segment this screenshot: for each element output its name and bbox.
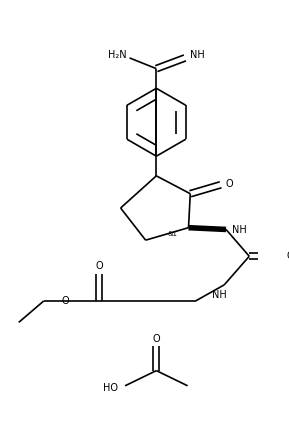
Text: &1: &1 <box>167 230 177 237</box>
Text: NH: NH <box>190 50 205 60</box>
Text: NH: NH <box>212 289 226 299</box>
Text: NH: NH <box>232 224 247 234</box>
Text: H₂N: H₂N <box>108 50 126 60</box>
Text: O: O <box>153 334 160 344</box>
Text: HO: HO <box>103 382 118 392</box>
Text: O: O <box>286 251 289 261</box>
Text: O: O <box>95 260 103 270</box>
Text: O: O <box>61 296 69 306</box>
Text: O: O <box>226 178 234 188</box>
